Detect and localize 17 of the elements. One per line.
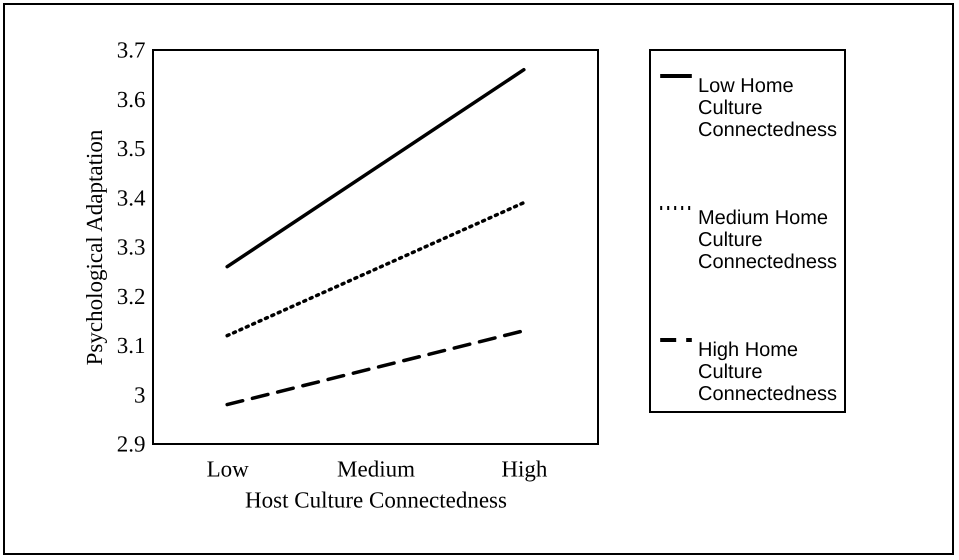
y-tick-label: 3.2 — [116, 284, 146, 309]
x-tick-label: Low — [206, 456, 250, 482]
y-tick-label: 3.3 — [116, 234, 146, 260]
y-tick-label: 3.5 — [116, 136, 146, 161]
y-tick-label: 3 — [134, 382, 146, 408]
y-axis-title: Psychological Adaptation — [82, 129, 107, 366]
legend-label: Low Home Culture Connectedness — [698, 75, 837, 141]
legend-label: High Home Culture Connectedness — [698, 339, 837, 405]
y-tick-label: 3.6 — [116, 86, 146, 112]
y-tick-label: 3.7 — [116, 38, 146, 62]
x-axis-title: Host Culture Connectedness — [245, 488, 507, 512]
y-tick-label: 3.4 — [116, 185, 146, 210]
y-tick-label: 3.1 — [116, 333, 146, 358]
legend-label: Medium Home Culture Connectedness — [698, 207, 837, 273]
x-tick-label: Medium — [337, 456, 416, 482]
y-tick-label: 2.9 — [116, 432, 146, 456]
x-tick-label: High — [501, 456, 548, 482]
